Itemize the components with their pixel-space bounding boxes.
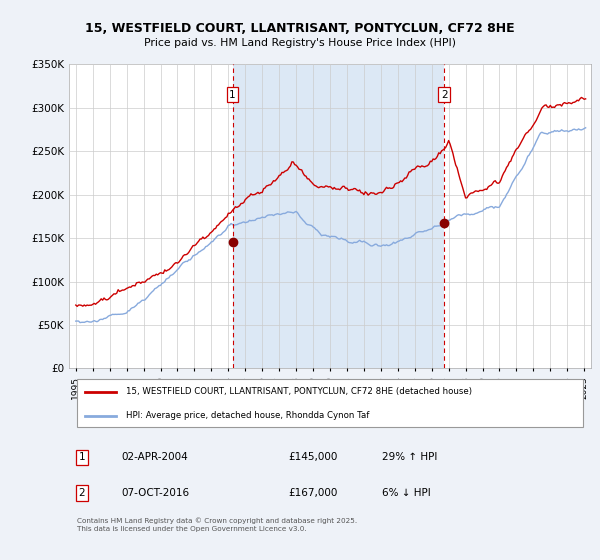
Text: 2: 2 bbox=[79, 488, 85, 498]
Text: 2: 2 bbox=[441, 90, 448, 100]
Text: HPI: Average price, detached house, Rhondda Cynon Taf: HPI: Average price, detached house, Rhon… bbox=[127, 412, 370, 421]
Text: 15, WESTFIELD COURT, LLANTRISANT, PONTYCLUN, CF72 8HE (detached house): 15, WESTFIELD COURT, LLANTRISANT, PONTYC… bbox=[127, 388, 472, 396]
Text: £167,000: £167,000 bbox=[288, 488, 338, 498]
Text: 07-OCT-2016: 07-OCT-2016 bbox=[121, 488, 190, 498]
Text: Price paid vs. HM Land Registry's House Price Index (HPI): Price paid vs. HM Land Registry's House … bbox=[144, 38, 456, 48]
Text: £145,000: £145,000 bbox=[288, 452, 338, 463]
Text: 02-APR-2004: 02-APR-2004 bbox=[121, 452, 188, 463]
Text: 1: 1 bbox=[229, 90, 236, 100]
Bar bbox=[233, 64, 445, 368]
Text: 15, WESTFIELD COURT, LLANTRISANT, PONTYCLUN, CF72 8HE: 15, WESTFIELD COURT, LLANTRISANT, PONTYC… bbox=[85, 22, 515, 35]
Text: 29% ↑ HPI: 29% ↑ HPI bbox=[382, 452, 437, 463]
FancyBboxPatch shape bbox=[77, 380, 583, 427]
Text: 6% ↓ HPI: 6% ↓ HPI bbox=[382, 488, 431, 498]
Text: 1: 1 bbox=[79, 452, 85, 463]
Text: Contains HM Land Registry data © Crown copyright and database right 2025.
This d: Contains HM Land Registry data © Crown c… bbox=[77, 517, 357, 533]
